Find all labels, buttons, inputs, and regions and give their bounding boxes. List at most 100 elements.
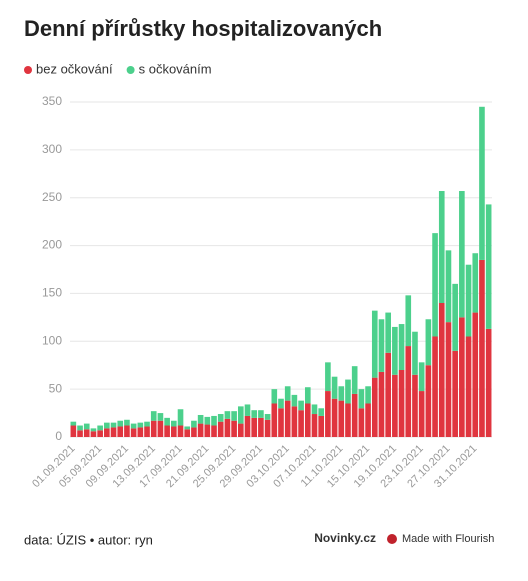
bar-segment — [445, 322, 452, 437]
bar-segment — [224, 411, 231, 419]
bar-segment — [291, 394, 298, 407]
bar-segment — [70, 421, 77, 426]
bar-segment — [338, 386, 345, 401]
bar-segment — [177, 425, 184, 437]
bar-segment — [385, 312, 391, 353]
bar-segment — [130, 428, 137, 437]
bar-segment — [284, 386, 291, 401]
bar-segment — [298, 410, 304, 437]
bar-segment — [398, 370, 405, 437]
bar-segment — [412, 331, 418, 375]
bar-segment — [325, 362, 331, 392]
bar-segment — [465, 264, 472, 337]
bar-segment — [83, 429, 90, 437]
bar-segment — [164, 417, 170, 426]
y-tick-label: 250 — [42, 190, 62, 204]
chart-title: Denní přírůstky hospitalizovaných — [24, 16, 382, 41]
bar-segment — [284, 400, 291, 437]
bar-segment — [278, 398, 284, 409]
y-tick-label: 350 — [42, 94, 62, 108]
bar-segment — [157, 420, 164, 437]
bar-segment — [191, 420, 197, 428]
bar-segment — [264, 414, 271, 420]
bar-segment — [311, 404, 318, 415]
bar-segment — [418, 362, 425, 392]
y-tick-label: 200 — [42, 238, 62, 252]
bar-segment — [137, 422, 144, 428]
bar-segment — [459, 317, 465, 437]
bar-segment — [351, 366, 358, 394]
bar-segment — [164, 425, 170, 437]
bar-segment — [70, 425, 77, 437]
bar-segment — [104, 422, 110, 429]
bar-segment — [459, 191, 465, 318]
bar-segment — [244, 415, 251, 437]
bar-segment — [184, 429, 191, 437]
bar-segment — [432, 336, 438, 437]
bar-segment — [271, 389, 278, 404]
bar-segment — [251, 417, 258, 437]
bar-segment — [445, 250, 452, 323]
bar-segment — [425, 365, 432, 437]
bar-segment — [97, 430, 103, 437]
bar-segment — [432, 233, 438, 337]
bar-segment — [385, 352, 391, 437]
bar-segment — [311, 414, 318, 437]
bar-segment — [211, 415, 217, 426]
bar-segment — [157, 413, 164, 421]
bar-segment — [465, 336, 472, 437]
bar-segment — [224, 418, 231, 437]
bar-segment — [438, 303, 445, 437]
bar-segment — [331, 376, 338, 399]
bar-segment — [358, 389, 365, 409]
bar-segment — [204, 416, 211, 425]
credit: Made with Flourish — [402, 533, 494, 545]
bar-segment — [110, 422, 117, 428]
bar-segment — [412, 374, 418, 437]
legend-label: bez očkování — [36, 61, 113, 76]
bar-segment — [452, 350, 458, 437]
bar-segment — [325, 391, 331, 437]
bar-segment — [298, 400, 304, 411]
bar-segment — [217, 421, 224, 437]
bar-segment — [418, 391, 425, 437]
legend-swatch — [126, 66, 135, 74]
y-tick-label: 300 — [42, 142, 62, 156]
bar-segment — [77, 430, 83, 437]
legend-label: s očkováním — [139, 61, 212, 76]
bar-segment — [452, 283, 458, 351]
bar-segment — [365, 403, 371, 437]
bar-segment — [278, 408, 284, 437]
bar-segment — [237, 406, 244, 424]
bar-segment — [425, 319, 432, 366]
bar-segment — [378, 371, 385, 437]
bar-segment — [365, 386, 371, 404]
flourish-logo — [387, 534, 397, 544]
bar-segment — [124, 425, 130, 437]
bar-segment — [197, 423, 204, 437]
bar-segment — [271, 403, 278, 437]
bar-segment — [130, 423, 137, 429]
bar-segment — [472, 312, 479, 437]
bar-segment — [331, 398, 338, 437]
bar-segment — [237, 423, 244, 437]
y-tick-label: 50 — [49, 381, 63, 395]
bar-segment — [258, 410, 264, 418]
bar-segment — [83, 423, 90, 430]
bar-segment — [150, 411, 157, 421]
bar-segment — [110, 427, 117, 437]
legend-swatch — [24, 66, 32, 74]
bar-segment — [398, 324, 405, 370]
bar-segment — [291, 406, 298, 437]
bar-segment — [438, 191, 445, 303]
bar-segment — [97, 425, 103, 431]
bar-segment — [251, 410, 258, 418]
bar-segment — [345, 379, 351, 404]
bar-segment — [405, 346, 412, 437]
bar-segment — [358, 408, 365, 437]
bar-segment — [144, 426, 150, 437]
bar-segment — [485, 204, 492, 329]
bar-segment — [177, 409, 184, 426]
bar-segment — [77, 425, 83, 431]
bar-segment — [171, 426, 177, 437]
